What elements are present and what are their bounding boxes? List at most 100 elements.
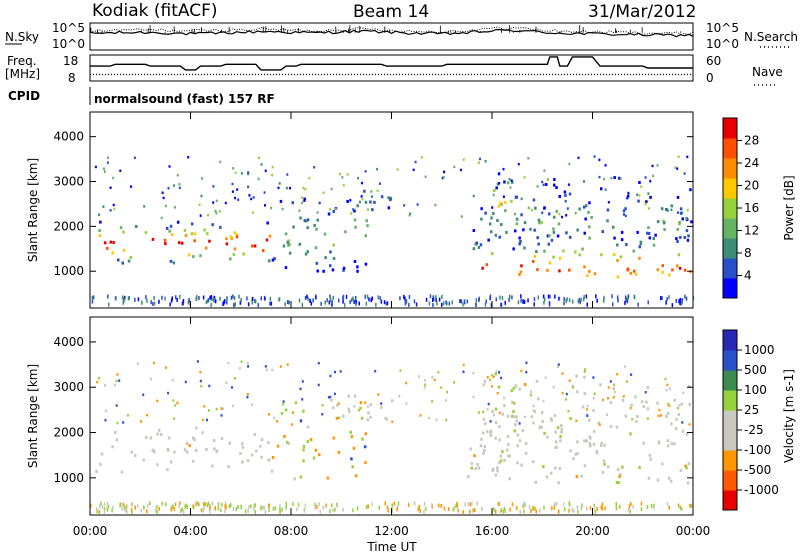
echo-ground xyxy=(660,296,662,301)
echo-cell xyxy=(510,199,513,203)
echo-speckle xyxy=(574,211,577,215)
echo-speckle xyxy=(220,414,223,417)
echo-ground xyxy=(173,506,176,511)
echo-speckle xyxy=(651,164,654,168)
echo-ground xyxy=(248,504,250,509)
echo-speckle xyxy=(271,165,274,169)
echo-cell xyxy=(553,183,556,187)
echo-ground xyxy=(500,508,502,513)
velocity-panel-frame xyxy=(89,316,694,516)
echo-speckle xyxy=(329,374,332,378)
echo-cell xyxy=(288,251,292,255)
echo-cell xyxy=(151,449,154,453)
echo-speckle xyxy=(220,406,222,410)
echo-ground xyxy=(153,301,156,306)
echo-cell xyxy=(99,220,102,224)
echo-ground xyxy=(499,295,501,300)
power-x-ticks xyxy=(89,112,694,308)
echo-cell xyxy=(529,227,532,231)
echo-ground xyxy=(417,507,420,512)
echo-speckle xyxy=(644,391,647,394)
echo-speckle xyxy=(657,414,660,418)
echo-cell xyxy=(621,465,624,469)
echo-cell xyxy=(681,429,685,433)
echo-speckle xyxy=(208,384,211,388)
echo-ground xyxy=(125,508,127,513)
echo-ground xyxy=(217,502,220,507)
echo-cell xyxy=(327,212,331,216)
echo-ground xyxy=(524,503,526,507)
echo-speckle xyxy=(257,177,260,181)
echo-cell xyxy=(287,243,290,247)
echo-cell xyxy=(534,206,537,210)
echo-ground xyxy=(312,298,314,303)
echo-ground xyxy=(164,296,166,301)
echo-cell xyxy=(251,244,254,248)
colorbar-tick-label: -100 xyxy=(744,443,771,457)
echo-ground xyxy=(509,507,511,512)
echo-cell xyxy=(115,438,119,442)
echo-cell xyxy=(512,247,515,251)
echo-ground xyxy=(554,294,556,299)
echo-cell xyxy=(515,217,519,221)
echo-speckle xyxy=(374,370,377,373)
echo-ground xyxy=(678,299,680,304)
echo-cell xyxy=(556,234,560,238)
echo-speckle xyxy=(565,398,568,401)
echo-speckle xyxy=(301,380,304,383)
echo-speckle xyxy=(408,214,411,217)
echo-cell xyxy=(472,247,476,251)
echo-cell xyxy=(603,443,606,447)
echo-ground xyxy=(604,506,606,511)
echo-ground xyxy=(349,300,351,305)
echo-cell xyxy=(588,225,591,229)
echo-speckle xyxy=(122,421,125,424)
echo-speckle xyxy=(656,164,659,167)
echo-cell xyxy=(305,219,308,223)
echo-ground xyxy=(286,300,289,305)
y-tick-label: 2000 xyxy=(53,426,84,440)
echo-ground xyxy=(367,504,369,509)
echo-speckle xyxy=(215,407,218,411)
echo-cell xyxy=(353,218,357,222)
echo-ground xyxy=(425,506,427,511)
echo-speckle xyxy=(676,167,679,170)
echo-speckle xyxy=(119,169,122,172)
echo-cell xyxy=(683,236,686,239)
echo-ground xyxy=(219,296,221,301)
echo-cell xyxy=(620,230,624,234)
echo-ground xyxy=(234,302,236,307)
echo-speckle xyxy=(173,417,176,420)
echo-speckle xyxy=(568,379,571,382)
echo-cell xyxy=(186,450,189,454)
echo-speckle xyxy=(399,369,402,372)
echo-ground xyxy=(423,509,425,514)
echo-cell xyxy=(506,448,509,452)
echo-ground xyxy=(418,504,420,509)
echo-speckle xyxy=(486,408,489,411)
echo-cell xyxy=(347,394,350,398)
echo-speckle xyxy=(543,169,546,172)
echo-cell xyxy=(364,461,367,465)
echo-speckle xyxy=(167,391,170,395)
echo-speckle xyxy=(446,390,449,394)
echo-ground xyxy=(671,303,674,308)
echo-ground xyxy=(565,298,567,303)
echo-speckle xyxy=(107,156,109,159)
echo-cell xyxy=(359,406,362,410)
echo-cell xyxy=(537,242,540,246)
echo-ground xyxy=(627,294,630,299)
echo-ground xyxy=(475,302,477,307)
echo-speckle xyxy=(299,387,302,391)
echo-speckle xyxy=(96,380,99,384)
echo-speckle xyxy=(677,155,680,159)
echo-cell xyxy=(572,457,575,461)
echo-speckle xyxy=(627,191,630,195)
colorbar-tick-label: 24 xyxy=(744,156,759,170)
echo-speckle xyxy=(231,182,234,186)
echo-ground xyxy=(365,301,368,306)
cpid-panel: CPID normalsound (fast) 157 RF xyxy=(8,87,275,106)
echo-ground xyxy=(92,295,95,300)
echo-speckle xyxy=(212,201,215,204)
echo-ground xyxy=(366,294,369,299)
